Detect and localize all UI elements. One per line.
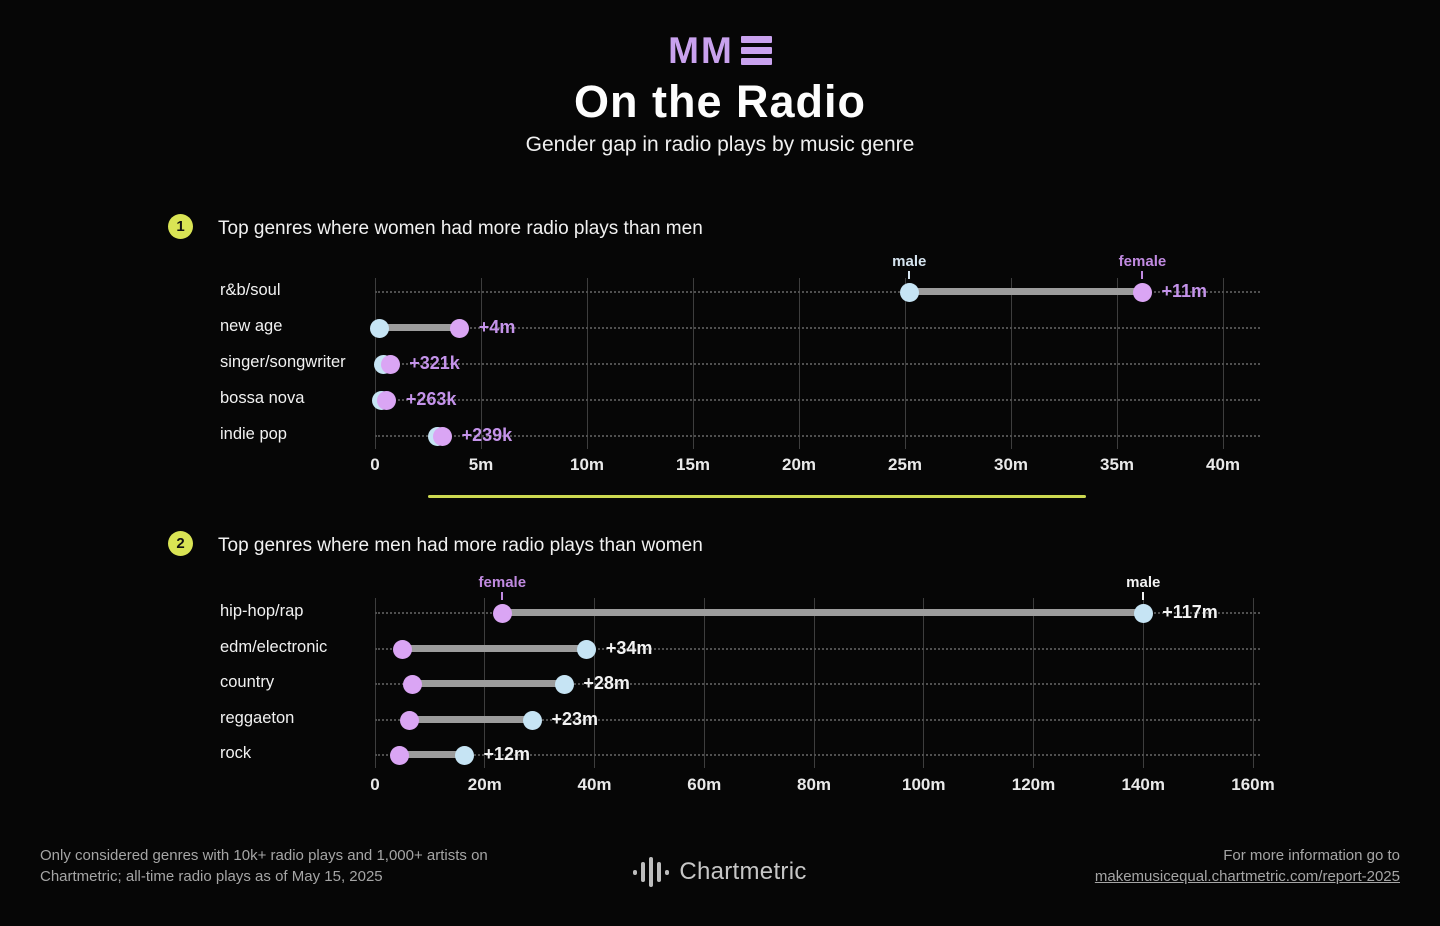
section-1-badge: 1 xyxy=(168,214,193,239)
triple-bars-icon xyxy=(740,36,772,65)
row-dotted-line xyxy=(375,291,1260,293)
male-annotation-label: male xyxy=(892,253,927,270)
row-dotted-line xyxy=(375,719,1260,721)
section-1-number: 1 xyxy=(176,218,185,235)
genre-label: singer/songwriter xyxy=(220,353,346,371)
tick-label: 35m xyxy=(1099,455,1135,474)
row-dotted-line xyxy=(375,435,1260,437)
dumbbell-bar xyxy=(412,680,565,687)
gap-label: +28m xyxy=(583,673,630,693)
female-dot xyxy=(433,426,453,446)
tick-label: 120m xyxy=(1011,775,1056,794)
male-dot xyxy=(454,745,474,765)
gap-label: +4m xyxy=(478,317,516,337)
female-annotation-tick xyxy=(1141,271,1144,279)
section-divider xyxy=(428,495,1086,498)
female-dot xyxy=(377,390,397,410)
page-title: On the Radio xyxy=(574,76,866,127)
genre-label: bossa nova xyxy=(220,389,305,407)
tick-label: 60m xyxy=(687,775,722,794)
female-dot xyxy=(1132,282,1152,302)
tick-label: 80m xyxy=(796,775,832,794)
tick-label: 5m xyxy=(468,455,494,474)
female-dot xyxy=(402,674,422,694)
tick-label: 25m xyxy=(887,455,923,474)
page-subtitle: Gender gap in radio plays by music genre xyxy=(525,133,915,156)
gap-label: +23m xyxy=(551,709,599,729)
genre-label: reggaeton xyxy=(220,709,295,727)
gap-label: +117m xyxy=(1162,602,1218,622)
female-dot xyxy=(399,710,419,730)
row-dotted-line xyxy=(375,754,1260,756)
more-info-prefix: For more information go to xyxy=(1223,847,1400,864)
chartmetric-wordmark: Chartmetric xyxy=(679,858,807,885)
section-2-title: Top genres where men had more radio play… xyxy=(218,535,703,556)
row-dotted-line xyxy=(375,399,1260,401)
report-link[interactable]: makemusicequal.chartmetric.com/report-20… xyxy=(1094,868,1400,885)
female-annotation-label: female xyxy=(478,574,527,591)
female-dot xyxy=(389,745,409,765)
genre-label: edm/electronic xyxy=(220,638,328,656)
dumbbell-bar xyxy=(399,751,465,758)
male-dot xyxy=(1133,603,1153,623)
mme-logo: MM xyxy=(0,32,1440,69)
dumbbell-bar xyxy=(502,609,1144,616)
dumbbell-bar xyxy=(909,288,1143,295)
more-info: For more information go to makemusicequa… xyxy=(980,845,1400,887)
male-dot xyxy=(522,710,542,730)
male-dot xyxy=(554,674,574,694)
gap-label: +321k xyxy=(409,353,460,373)
genre-label: country xyxy=(220,673,275,691)
tick-label: 10m xyxy=(569,455,605,474)
genre-label: r&b/soul xyxy=(220,281,281,299)
tick-label: 100m xyxy=(902,775,946,794)
genre-label: rock xyxy=(220,744,252,762)
gap-label: +239k xyxy=(461,425,513,445)
female-dot xyxy=(492,603,512,623)
tick-label: 0 xyxy=(370,455,380,474)
tick-label: 0 xyxy=(370,775,380,794)
female-dot xyxy=(380,354,400,374)
row-dotted-line xyxy=(375,327,1260,329)
dumbbell-bar xyxy=(379,324,460,331)
tick-label: 40m xyxy=(1205,455,1241,474)
tick-label: 140m xyxy=(1121,775,1165,794)
female-annotation-tick xyxy=(501,592,504,600)
tick-label: 40m xyxy=(577,775,612,794)
mme-logo-text: MM xyxy=(668,30,734,71)
waveform-icon xyxy=(633,857,670,887)
row-dotted-line xyxy=(375,683,1260,685)
genre-label: indie pop xyxy=(220,425,287,443)
section-1-title: Top genres where women had more radio pl… xyxy=(218,218,703,239)
male-annotation-tick xyxy=(908,271,911,279)
footnote: Only considered genres with 10k+ radio p… xyxy=(40,847,488,885)
gap-label: +34m xyxy=(605,638,653,658)
tick-label: 160m xyxy=(1231,775,1275,794)
gap-label: +12m xyxy=(483,744,530,764)
female-dot xyxy=(450,318,470,338)
tick-label: 20m xyxy=(781,455,817,474)
tick-label: 15m xyxy=(675,455,711,474)
tick-label: 20m xyxy=(467,775,502,794)
male-dot xyxy=(369,318,389,338)
gap-label: +263k xyxy=(405,389,457,409)
male-annotation-label: male xyxy=(1126,574,1161,591)
chartmetric-brand: Chartmetric xyxy=(0,857,1440,887)
male-dot xyxy=(899,282,919,302)
row-dotted-line xyxy=(375,648,1260,650)
dumbbell-bar xyxy=(409,716,533,723)
section-2-number: 2 xyxy=(176,535,185,552)
section-2-badge: 2 xyxy=(168,531,193,556)
female-annotation-label: female xyxy=(1118,253,1167,270)
dumbbell-bar xyxy=(402,645,587,652)
male-annotation-tick xyxy=(1142,592,1145,600)
row-dotted-line xyxy=(375,363,1260,365)
male-dot xyxy=(577,639,597,659)
genre-label: new age xyxy=(220,317,283,335)
female-dot xyxy=(392,639,412,659)
tick-label: 30m xyxy=(993,455,1029,474)
gap-label: +11m xyxy=(1161,281,1207,301)
genre-label: hip-hop/rap xyxy=(220,602,304,620)
